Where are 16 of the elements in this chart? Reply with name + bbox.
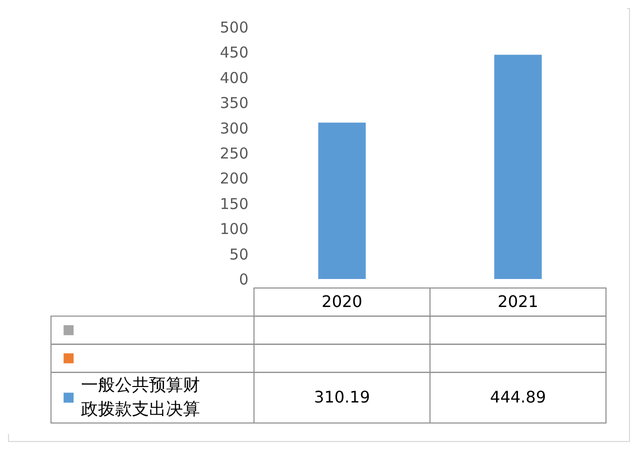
- y-tick-label: 150: [220, 194, 248, 213]
- y-tick-label: 300: [220, 119, 248, 138]
- y-tick-label: 450: [220, 44, 248, 62]
- x-tick-label: 2021: [498, 292, 538, 312]
- y-tick-label: 0: [238, 270, 248, 288]
- y-tick-label: 250: [220, 144, 248, 162]
- data-label: 444.89: [490, 388, 546, 407]
- y-tick-label: 350: [220, 94, 248, 112]
- y-tick-label: 50: [229, 245, 248, 264]
- legend-label: 一般公共预算财政拨款支出决算: [80, 376, 200, 420]
- x-tick-label: 2020: [322, 292, 362, 312]
- data-label: 310.19: [314, 388, 370, 407]
- y-tick-label: 200: [220, 170, 248, 188]
- y-tick-label: 500: [220, 18, 248, 36]
- y-tick-label: 400: [220, 68, 248, 87]
- y-tick-label: 100: [220, 220, 248, 238]
